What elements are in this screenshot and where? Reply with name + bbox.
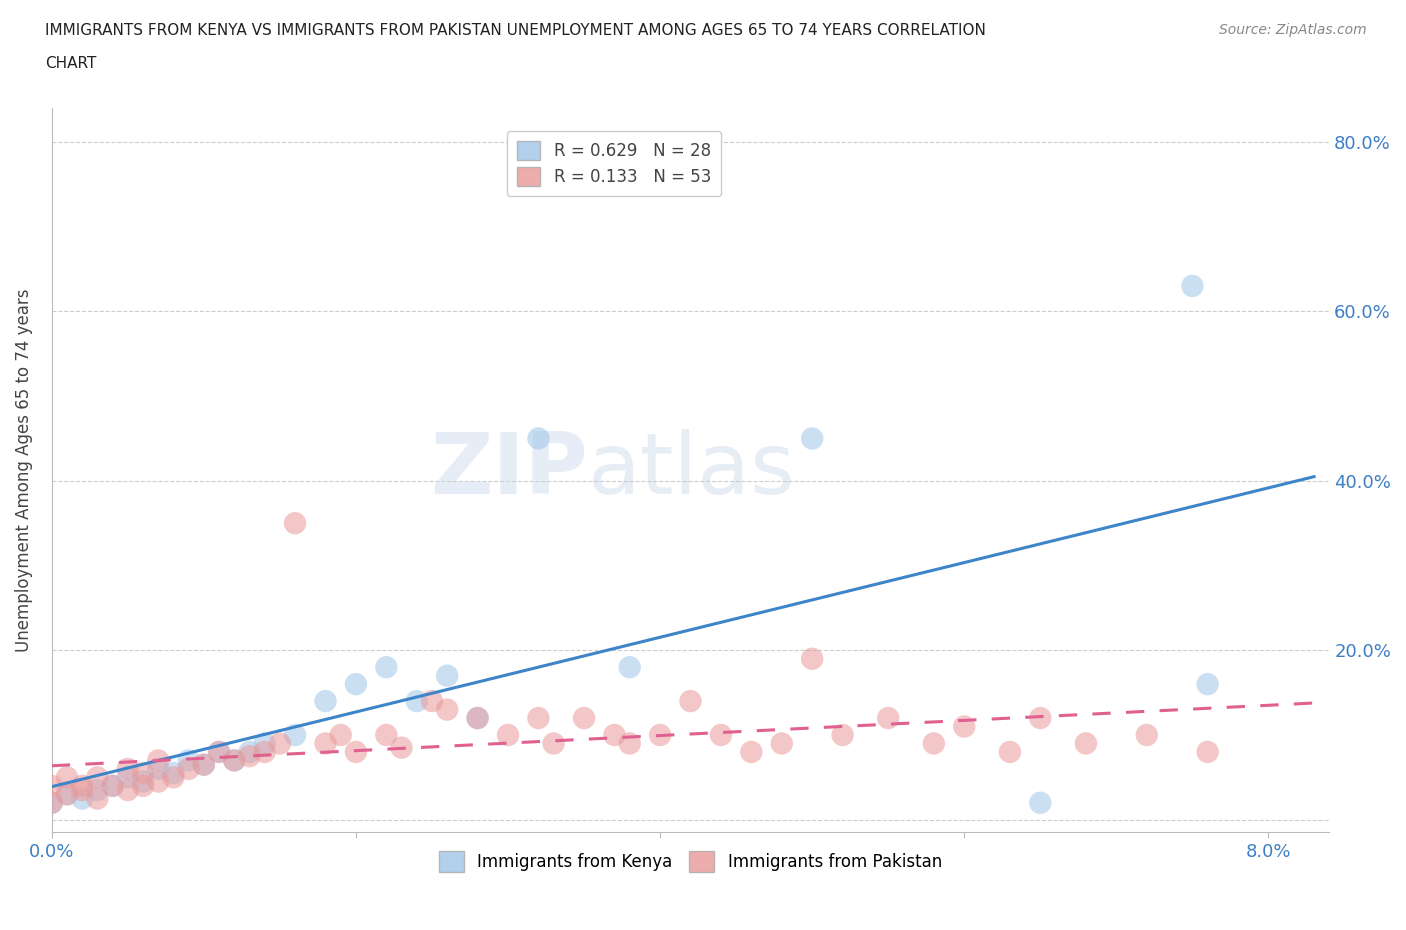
Point [86,770,108,785]
Point [1074,736,1097,751]
Point [1181,278,1204,293]
Point [375,659,398,674]
Point [101,778,124,793]
Point [770,736,793,751]
Point [56,787,79,802]
Y-axis label: Unemployment Among Ages 65 to 74 years: Unemployment Among Ages 65 to 74 years [15,288,32,652]
Text: ZIP: ZIP [430,429,588,512]
Point [603,727,626,742]
Point [877,711,900,725]
Point [253,745,276,760]
Point [953,719,976,734]
Point [101,778,124,793]
Point [117,762,139,777]
Point [208,745,231,760]
Point [527,711,550,725]
Point [238,745,260,760]
Point [420,694,443,709]
Text: atlas: atlas [588,429,796,512]
Point [329,727,352,742]
Point [162,770,184,785]
Point [1029,795,1052,810]
Point [253,736,276,751]
Point [543,736,565,751]
Point [86,783,108,798]
Point [70,791,93,806]
Point [70,783,93,798]
Point [1029,711,1052,725]
Point [740,745,762,760]
Point [117,770,139,785]
Point [162,765,184,780]
Point [375,727,398,742]
Point [572,711,595,725]
Point [344,745,367,760]
Point [56,770,79,785]
Point [496,727,519,742]
Point [391,740,413,755]
Point [801,431,824,445]
Point [710,727,733,742]
Point [679,694,702,709]
Point [177,753,200,768]
Point [831,727,853,742]
Point [436,702,458,717]
Point [284,516,307,531]
Point [467,711,489,725]
Point [344,677,367,692]
Point [269,736,291,751]
Point [648,727,671,742]
Point [436,669,458,684]
Point [208,745,231,760]
Point [1197,745,1219,760]
Point [117,783,139,798]
Point [1136,727,1159,742]
Point [238,749,260,764]
Point [527,431,550,445]
Point [86,791,108,806]
Text: IMMIGRANTS FROM KENYA VS IMMIGRANTS FROM PAKISTAN UNEMPLOYMENT AMONG AGES 65 TO : IMMIGRANTS FROM KENYA VS IMMIGRANTS FROM… [45,23,986,38]
Point [467,711,489,725]
Point [284,727,307,742]
Point [619,736,641,751]
Point [148,753,170,768]
Text: CHART: CHART [45,56,97,71]
Point [41,778,63,793]
Point [56,787,79,802]
Point [132,774,155,789]
Point [41,795,63,810]
Point [177,762,200,777]
Point [1197,677,1219,692]
Point [132,765,155,780]
Point [148,762,170,777]
Point [315,694,337,709]
Point [315,736,337,751]
Point [998,745,1021,760]
Point [148,774,170,789]
Point [224,753,246,768]
Point [224,753,246,768]
Point [193,757,215,772]
Point [405,694,427,709]
Point [193,757,215,772]
Point [801,651,824,666]
Point [70,778,93,793]
Point [132,778,155,793]
Point [922,736,945,751]
Point [619,659,641,674]
Text: Source: ZipAtlas.com: Source: ZipAtlas.com [1219,23,1367,37]
Legend: Immigrants from Kenya, Immigrants from Pakistan: Immigrants from Kenya, Immigrants from P… [433,844,949,879]
Point [41,795,63,810]
